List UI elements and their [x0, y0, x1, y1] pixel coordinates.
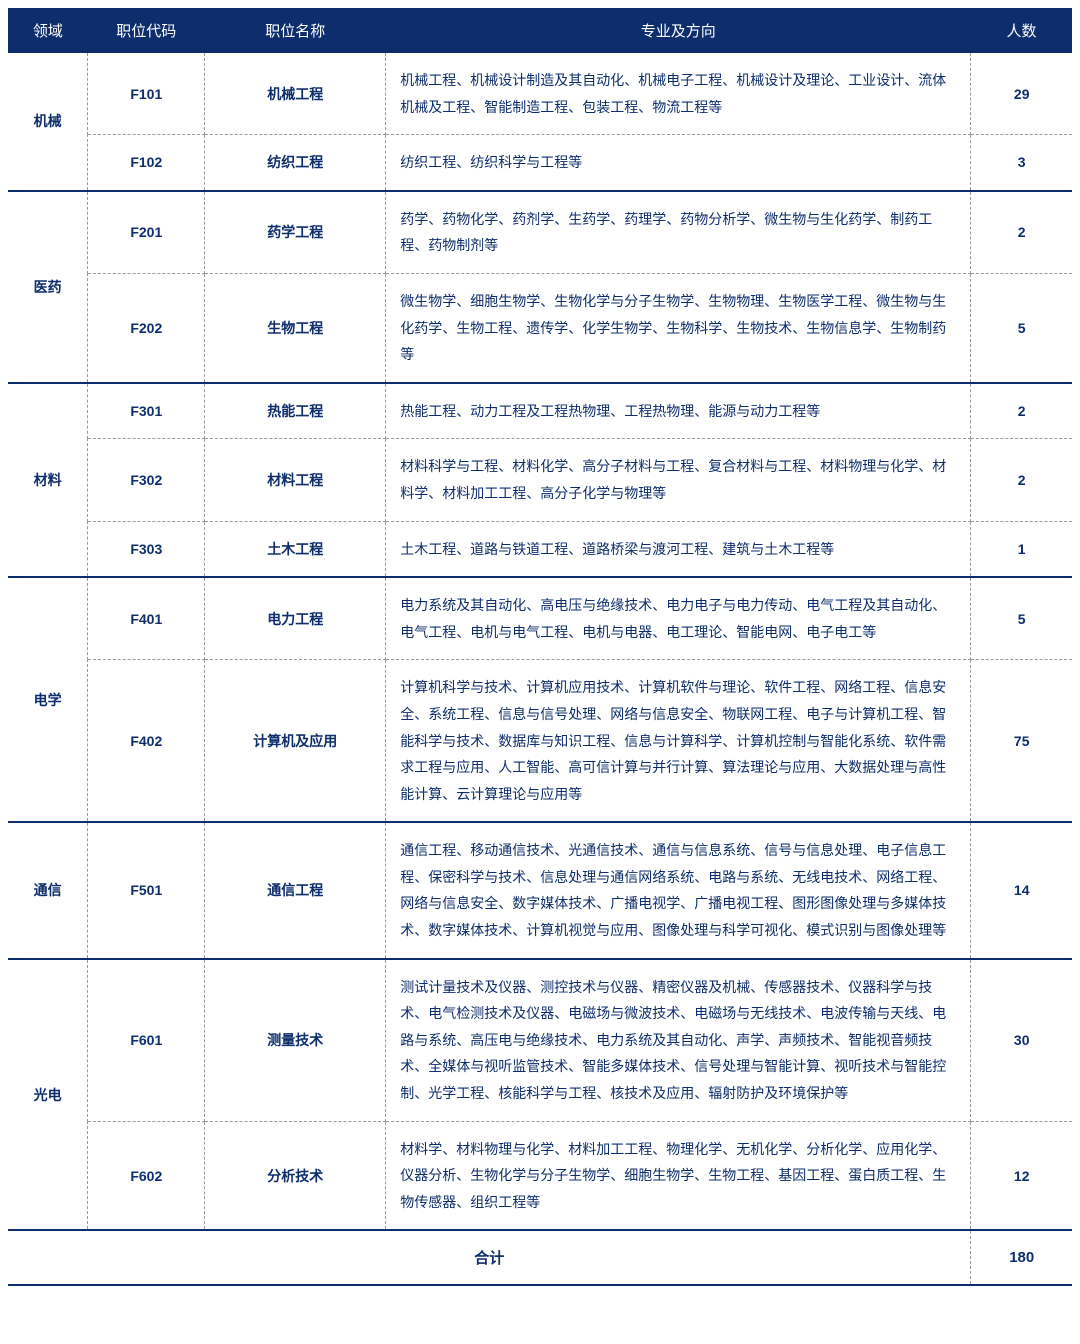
code-cell: F201 [88, 191, 205, 274]
field-cell: 材料 [8, 383, 88, 577]
table-row: F602分析技术材料学、材料物理与化学、材料加工工程、物理化学、无机化学、分析化… [8, 1121, 1072, 1230]
table-row: F102纺织工程纺织工程、纺织科学与工程等3 [8, 135, 1072, 191]
table-body: 机械F101机械工程机械工程、机械设计制造及其自动化、机械电子工程、机械设计及理… [8, 53, 1072, 1230]
footer-label: 合计 [8, 1230, 971, 1285]
spec-cell: 微生物学、细胞生物学、生物化学与分子生物学、生物物理、生物医学工程、微生物与生化… [386, 273, 971, 382]
count-cell: 2 [971, 439, 1072, 521]
field-cell: 电学 [8, 577, 88, 822]
code-cell: F302 [88, 439, 205, 521]
table-row: 机械F101机械工程机械工程、机械设计制造及其自动化、机械电子工程、机械设计及理… [8, 53, 1072, 135]
spec-cell: 药学、药物化学、药剂学、生药学、药理学、药物分析学、微生物与生化药学、制药工程、… [386, 191, 971, 274]
code-cell: F602 [88, 1121, 205, 1230]
spec-cell: 机械工程、机械设计制造及其自动化、机械电子工程、机械设计及理论、工业设计、流体机… [386, 53, 971, 135]
code-cell: F301 [88, 383, 205, 439]
spec-cell: 测试计量技术及仪器、测控技术与仪器、精密仪器及机械、传感器技术、仪器科学与技术、… [386, 959, 971, 1121]
code-cell: F402 [88, 660, 205, 822]
table-row: F402计算机及应用计算机科学与技术、计算机应用技术、计算机软件与理论、软件工程… [8, 660, 1072, 822]
name-cell: 材料工程 [205, 439, 386, 521]
field-cell: 医药 [8, 191, 88, 383]
spec-cell: 材料学、材料物理与化学、材料加工工程、物理化学、无机化学、分析化学、应用化学、仪… [386, 1121, 971, 1230]
table-row: 光电F601测量技术测试计量技术及仪器、测控技术与仪器、精密仪器及机械、传感器技… [8, 959, 1072, 1121]
header-field: 领域 [8, 8, 88, 53]
footer-total: 180 [971, 1230, 1072, 1285]
header-count: 人数 [971, 8, 1072, 53]
count-cell: 29 [971, 53, 1072, 135]
name-cell: 土木工程 [205, 521, 386, 577]
name-cell: 计算机及应用 [205, 660, 386, 822]
spec-cell: 材料科学与工程、材料化学、高分子材料与工程、复合材料与工程、材料物理与化学、材料… [386, 439, 971, 521]
recruitment-table: 领域 职位代码 职位名称 专业及方向 人数 机械F101机械工程机械工程、机械设… [8, 8, 1072, 1286]
table-footer-row: 合计 180 [8, 1230, 1072, 1285]
header-name: 职位名称 [205, 8, 386, 53]
spec-cell: 通信工程、移动通信技术、光通信技术、通信与信息系统、信号与信息处理、电子信息工程… [386, 822, 971, 958]
code-cell: F601 [88, 959, 205, 1121]
name-cell: 分析技术 [205, 1121, 386, 1230]
spec-cell: 热能工程、动力工程及工程热物理、工程热物理、能源与动力工程等 [386, 383, 971, 439]
code-cell: F501 [88, 822, 205, 958]
count-cell: 1 [971, 521, 1072, 577]
count-cell: 2 [971, 191, 1072, 274]
code-cell: F303 [88, 521, 205, 577]
name-cell: 热能工程 [205, 383, 386, 439]
table-row: F202生物工程微生物学、细胞生物学、生物化学与分子生物学、生物物理、生物医学工… [8, 273, 1072, 382]
count-cell: 2 [971, 383, 1072, 439]
name-cell: 机械工程 [205, 53, 386, 135]
table-row: 电学F401电力工程电力系统及其自动化、高电压与绝缘技术、电力电子与电力传动、电… [8, 577, 1072, 660]
field-cell: 光电 [8, 959, 88, 1231]
name-cell: 生物工程 [205, 273, 386, 382]
field-cell: 通信 [8, 822, 88, 958]
count-cell: 30 [971, 959, 1072, 1121]
count-cell: 12 [971, 1121, 1072, 1230]
code-cell: F101 [88, 53, 205, 135]
count-cell: 5 [971, 577, 1072, 660]
name-cell: 测量技术 [205, 959, 386, 1121]
count-cell: 14 [971, 822, 1072, 958]
spec-cell: 土木工程、道路与铁道工程、道路桥梁与渡河工程、建筑与土木工程等 [386, 521, 971, 577]
table-row: 医药F201药学工程药学、药物化学、药剂学、生药学、药理学、药物分析学、微生物与… [8, 191, 1072, 274]
code-cell: F202 [88, 273, 205, 382]
table-row: F303土木工程土木工程、道路与铁道工程、道路桥梁与渡河工程、建筑与土木工程等1 [8, 521, 1072, 577]
spec-cell: 计算机科学与技术、计算机应用技术、计算机软件与理论、软件工程、网络工程、信息安全… [386, 660, 971, 822]
table-header-row: 领域 职位代码 职位名称 专业及方向 人数 [8, 8, 1072, 53]
count-cell: 75 [971, 660, 1072, 822]
table-row: F302材料工程材料科学与工程、材料化学、高分子材料与工程、复合材料与工程、材料… [8, 439, 1072, 521]
header-spec: 专业及方向 [386, 8, 971, 53]
count-cell: 5 [971, 273, 1072, 382]
count-cell: 3 [971, 135, 1072, 191]
name-cell: 纺织工程 [205, 135, 386, 191]
field-cell: 机械 [8, 53, 88, 191]
spec-cell: 纺织工程、纺织科学与工程等 [386, 135, 971, 191]
code-cell: F401 [88, 577, 205, 660]
table-row: 通信F501通信工程通信工程、移动通信技术、光通信技术、通信与信息系统、信号与信… [8, 822, 1072, 958]
name-cell: 通信工程 [205, 822, 386, 958]
name-cell: 药学工程 [205, 191, 386, 274]
spec-cell: 电力系统及其自动化、高电压与绝缘技术、电力电子与电力传动、电气工程及其自动化、电… [386, 577, 971, 660]
name-cell: 电力工程 [205, 577, 386, 660]
code-cell: F102 [88, 135, 205, 191]
table-row: 材料F301热能工程热能工程、动力工程及工程热物理、工程热物理、能源与动力工程等… [8, 383, 1072, 439]
header-code: 职位代码 [88, 8, 205, 53]
